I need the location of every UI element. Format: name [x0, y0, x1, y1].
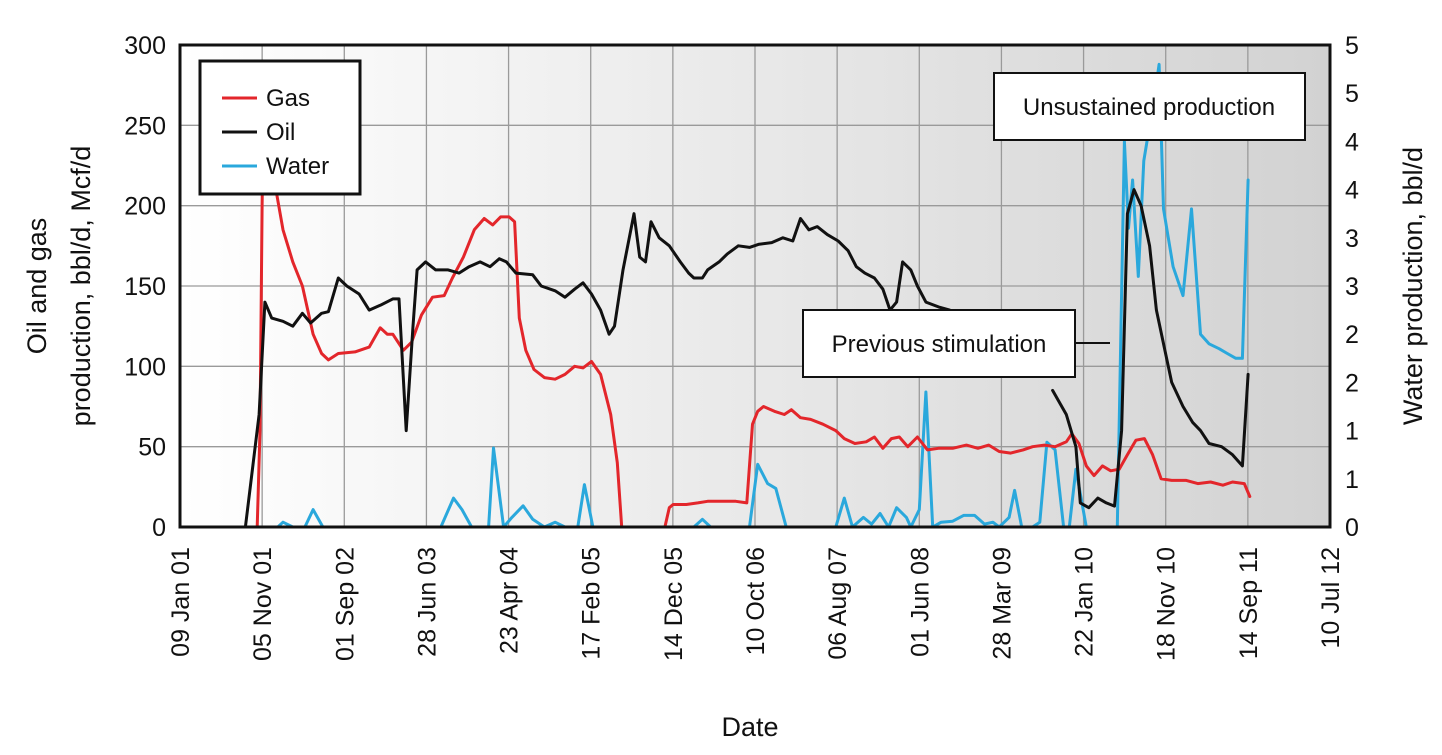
y-left-title-line2: production, bbl/d, Mcf/d [66, 146, 96, 427]
y-right-tick-label: 5 [1345, 32, 1359, 60]
x-tick-label: 14 Dec 05 [660, 547, 688, 661]
series-line-oil [243, 212, 963, 527]
x-tick-label: 10 Jul 12 [1317, 547, 1345, 648]
y-left-title-line1: Oil and gas [22, 218, 52, 355]
x-tick-label: 28 Mar 09 [988, 547, 1016, 660]
x-tick-label: 23 Apr 04 [496, 547, 524, 654]
annotation-unsustained: Unsustained production [993, 72, 1306, 141]
x-axis-ticks: 09 Jan 01 05 Nov 01 01 Sep 02 28 Jun 03 23 A… [167, 547, 1345, 661]
x-tick-label: 14 Sep 11 [1235, 547, 1263, 659]
annotation-previous-stimulation: Previous stimulation [802, 309, 1110, 378]
grid-lines [180, 45, 1330, 527]
annotation-unsustained-box [993, 72, 1306, 141]
annotation-previous-text: Previous stimulation [832, 331, 1047, 358]
legend-label-oil: Oil [266, 119, 295, 146]
left-axis-ticks: 0 50 100 150 200 250 300 [124, 32, 166, 542]
y-left-tick-label: 50 [138, 434, 166, 462]
x-tick-label: 09 Jan 01 [167, 547, 195, 657]
y-left-tick-label: 200 [124, 193, 166, 221]
series-line-gas [255, 107, 1252, 527]
x-tick-label: 06 Aug 07 [824, 547, 852, 660]
y-right-tick-label: 3 [1345, 225, 1359, 253]
x-tick-label: 01 Jun 08 [906, 547, 934, 657]
x-tick-label: 17 Feb 05 [578, 547, 606, 660]
x-tick-label: 28 Jun 03 [413, 547, 441, 657]
plot-frame [178, 43, 1332, 529]
y-right-tick-label: 4 [1345, 177, 1359, 205]
y-right-tick-label: 1 [1345, 466, 1359, 494]
y-right-tick-label: 0 [1345, 514, 1359, 542]
legend-box [198, 59, 362, 196]
annotation-unsustained-text: Unsustained production [1023, 94, 1275, 121]
y-right-tick-label: 2 [1345, 369, 1359, 397]
legend: Gas Oil Water [198, 59, 362, 196]
y-right-title: Water production, bbl/d [1398, 147, 1428, 425]
series-line-oil-continued [1051, 188, 1250, 510]
x-axis-title: Date [721, 712, 778, 742]
y-left-tick-label: 0 [152, 514, 166, 542]
annotation-previous-box [802, 309, 1076, 378]
series-line-water [242, 62, 1250, 527]
y-right-tick-label: 5 [1345, 80, 1359, 108]
y-right-tick-label: 3 [1345, 273, 1359, 301]
x-tick-label: 18 Nov 10 [1153, 547, 1181, 661]
right-axis-ticks: 0 1 1 2 2 3 3 4 4 5 5 [1345, 32, 1359, 542]
y-left-tick-label: 100 [124, 353, 166, 381]
y-left-tick-label: 300 [124, 32, 166, 60]
y-left-tick-label: 150 [124, 273, 166, 301]
y-right-tick-label: 1 [1345, 418, 1359, 446]
legend-label-water: Water [266, 153, 329, 180]
y-right-tick-label: 4 [1345, 128, 1359, 156]
x-tick-label: 05 Nov 01 [249, 547, 277, 661]
legend-label-gas: Gas [266, 85, 310, 112]
x-tick-label: 10 Oct 06 [742, 547, 770, 655]
y-left-tick-label: 250 [124, 112, 166, 140]
x-tick-label: 01 Sep 02 [331, 547, 359, 661]
y-right-tick-label: 2 [1345, 321, 1359, 349]
series-lines [242, 62, 1252, 527]
x-tick-label: 22 Jan 10 [1071, 547, 1099, 657]
